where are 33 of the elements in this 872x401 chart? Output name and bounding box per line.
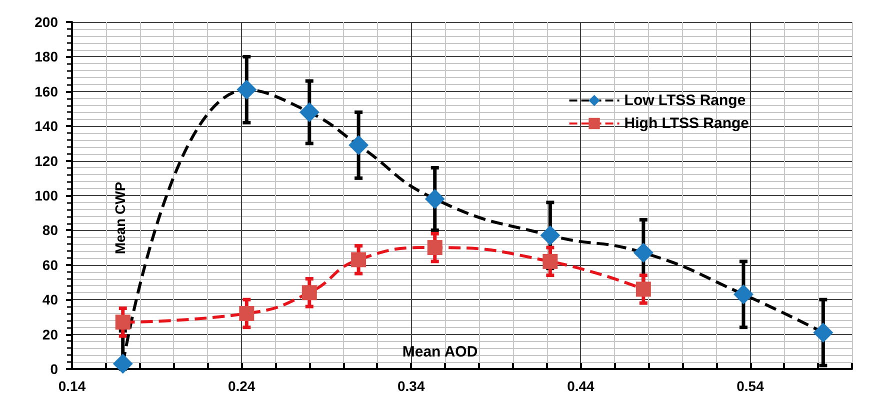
point [636, 282, 651, 297]
x-tick-label: 0.54 [736, 378, 764, 394]
point [115, 314, 130, 330]
point [813, 322, 834, 343]
point [236, 80, 257, 100]
point [348, 135, 369, 156]
y-tick-label: 80 [42, 222, 58, 238]
y-tick-label: 200 [34, 14, 58, 30]
point [424, 188, 445, 209]
x-tick-label: 0.14 [58, 378, 86, 394]
x-tick-label: 0.24 [228, 378, 256, 394]
y-axis-title: Mean CWP [112, 182, 128, 254]
y-tick-label: 160 [34, 83, 58, 100]
x-tick-label: 0.44 [567, 378, 595, 394]
point [733, 284, 754, 304]
point [633, 242, 654, 263]
y-tick-label: 60 [42, 256, 58, 273]
y-tick-label: 40 [42, 292, 58, 308]
point [302, 285, 317, 300]
point [427, 240, 442, 256]
y-tick-label: 140 [34, 118, 58, 134]
point [239, 306, 254, 321]
x-tick-label: 0.34 [398, 378, 425, 394]
legend-label: Low LTSS Range [624, 92, 746, 109]
y-tick-label: 100 [34, 188, 58, 204]
point [540, 225, 560, 246]
y-tick-label: 0 [50, 361, 58, 377]
point [112, 354, 133, 374]
y-tick-label: 180 [34, 48, 58, 65]
point [351, 252, 366, 268]
y-tick-label: 20 [42, 326, 58, 342]
point [299, 102, 320, 122]
y-tick-label: 120 [34, 152, 58, 169]
